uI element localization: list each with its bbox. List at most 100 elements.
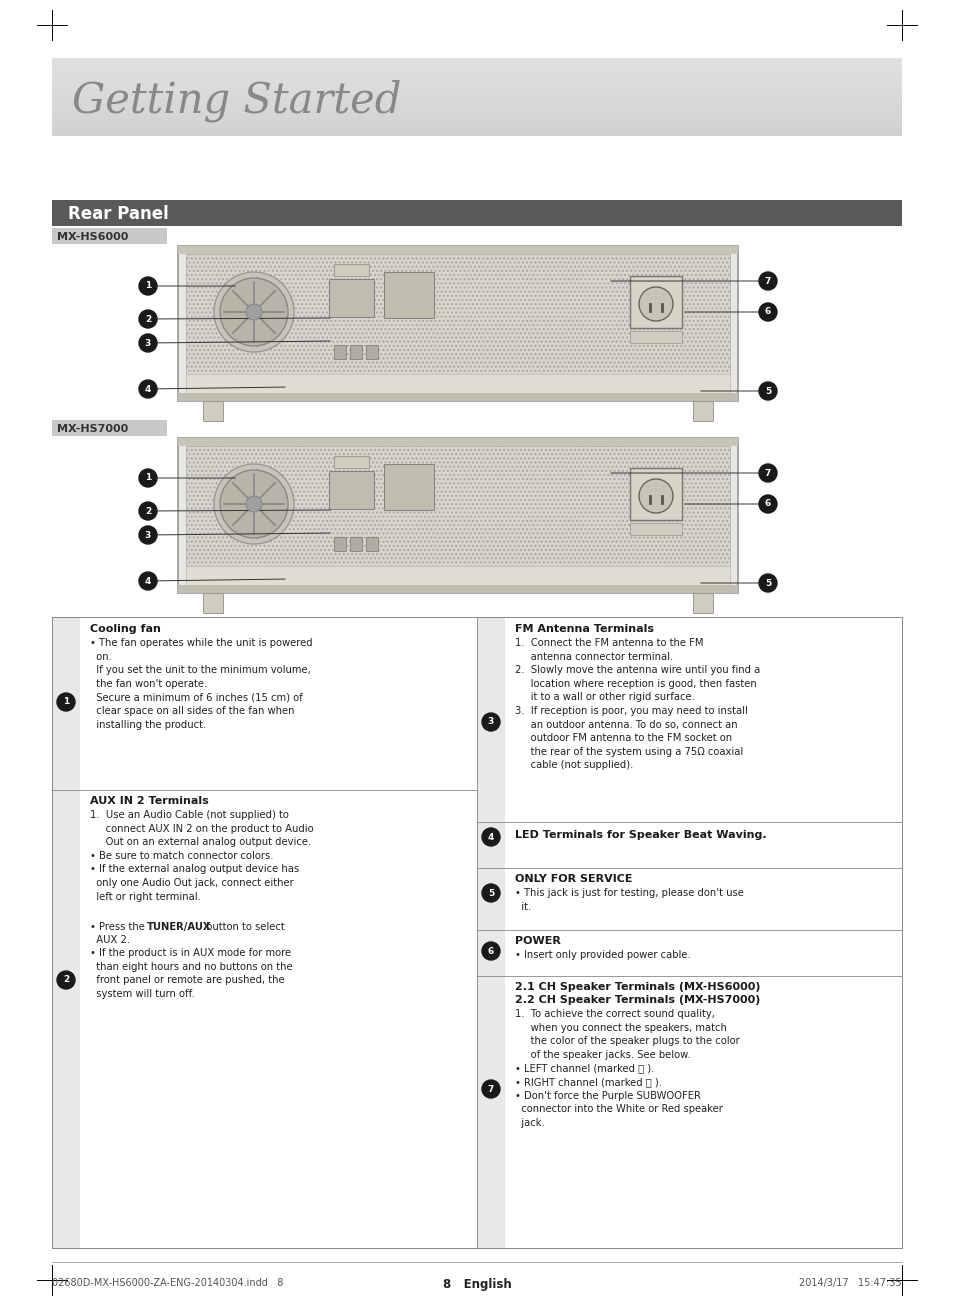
- Bar: [334, 455, 369, 468]
- Text: 2014/3/17   15:47:35: 2014/3/17 15:47:35: [799, 1278, 901, 1288]
- Bar: [52, 420, 167, 436]
- Bar: [629, 523, 681, 535]
- Bar: [476, 617, 504, 1248]
- Text: 2.2 CH Speaker Terminals (MX-HS7000): 2.2 CH Speaker Terminals (MX-HS7000): [515, 994, 760, 1005]
- Bar: [350, 536, 361, 551]
- Text: • Press the: • Press the: [90, 923, 148, 932]
- Circle shape: [246, 304, 262, 320]
- Text: 6: 6: [487, 946, 494, 955]
- Text: Cooling fan: Cooling fan: [90, 624, 161, 634]
- Circle shape: [759, 495, 776, 513]
- Circle shape: [57, 693, 75, 711]
- Circle shape: [481, 713, 499, 731]
- Circle shape: [759, 271, 776, 290]
- Text: 6: 6: [764, 500, 770, 509]
- Bar: [178, 247, 738, 254]
- Circle shape: [759, 574, 776, 592]
- Circle shape: [139, 334, 157, 352]
- Bar: [203, 592, 223, 613]
- Text: 2: 2: [145, 315, 151, 324]
- Text: 3: 3: [145, 338, 151, 347]
- Circle shape: [639, 287, 672, 321]
- Text: AUX IN 2 Terminals: AUX IN 2 Terminals: [90, 796, 209, 806]
- Bar: [329, 279, 374, 317]
- Bar: [203, 401, 223, 422]
- Bar: [692, 401, 712, 422]
- Text: 5: 5: [764, 386, 770, 395]
- Text: POWER: POWER: [515, 936, 560, 946]
- Text: 8   English: 8 English: [442, 1278, 511, 1291]
- Bar: [52, 617, 80, 790]
- Bar: [334, 264, 369, 275]
- Text: 7: 7: [764, 277, 770, 286]
- Circle shape: [759, 465, 776, 482]
- Circle shape: [213, 465, 294, 544]
- Circle shape: [213, 271, 294, 352]
- Bar: [186, 566, 729, 591]
- Bar: [629, 331, 681, 343]
- Text: 4: 4: [487, 833, 494, 842]
- Bar: [350, 345, 361, 359]
- Bar: [334, 536, 346, 551]
- Circle shape: [139, 277, 157, 295]
- Circle shape: [139, 380, 157, 398]
- Text: Getting Started: Getting Started: [71, 80, 401, 123]
- Bar: [52, 228, 167, 244]
- Circle shape: [759, 303, 776, 321]
- Text: 1.  Use an Audio Cable (not supplied) to
     connect AUX IN 2 on the product to: 1. Use an Audio Cable (not supplied) to …: [90, 810, 314, 902]
- Text: 7: 7: [764, 468, 770, 478]
- Bar: [384, 465, 434, 510]
- Text: 2.1 CH Speaker Terminals (MX-HS6000): 2.1 CH Speaker Terminals (MX-HS6000): [515, 981, 760, 992]
- Text: 1: 1: [63, 697, 69, 706]
- Text: 4: 4: [145, 385, 151, 394]
- Bar: [186, 446, 729, 566]
- Text: • If the product is in AUX mode for more
  than eight hours and no buttons on th: • If the product is in AUX mode for more…: [90, 947, 293, 998]
- Text: 1.  Connect the FM antenna to the FM
     antenna connector terminal.
2.  Slowly: 1. Connect the FM antenna to the FM ante…: [515, 638, 760, 770]
- Circle shape: [481, 883, 499, 902]
- Bar: [186, 254, 729, 375]
- Text: 3: 3: [145, 531, 151, 539]
- Text: 5: 5: [487, 889, 494, 898]
- Circle shape: [139, 311, 157, 328]
- Text: 02680D-MX-HS6000-ZA-ENG-20140304.indd   8: 02680D-MX-HS6000-ZA-ENG-20140304.indd 8: [52, 1278, 283, 1288]
- Circle shape: [481, 942, 499, 960]
- Circle shape: [639, 479, 672, 513]
- Circle shape: [759, 382, 776, 401]
- Circle shape: [139, 572, 157, 590]
- Bar: [329, 471, 374, 509]
- Text: FM Antenna Terminals: FM Antenna Terminals: [515, 624, 654, 634]
- Bar: [52, 200, 901, 226]
- Text: AUX 2.: AUX 2.: [90, 934, 130, 945]
- Circle shape: [481, 1081, 499, 1098]
- Circle shape: [481, 827, 499, 846]
- Text: 6: 6: [764, 308, 770, 317]
- Bar: [692, 592, 712, 613]
- Text: 5: 5: [764, 578, 770, 587]
- Text: MX-HS6000: MX-HS6000: [57, 232, 129, 241]
- Text: 7: 7: [487, 1084, 494, 1094]
- Text: MX-HS7000: MX-HS7000: [57, 424, 128, 435]
- Bar: [186, 375, 729, 399]
- Circle shape: [220, 470, 288, 538]
- Text: • Insert only provided power cable.: • Insert only provided power cable.: [515, 950, 690, 960]
- Bar: [52, 790, 80, 1248]
- Text: TUNER/AUX: TUNER/AUX: [147, 923, 212, 932]
- Bar: [178, 438, 738, 592]
- Text: • This jack is just for testing, please don't use
  it.: • This jack is just for testing, please …: [515, 887, 743, 912]
- Text: 1: 1: [145, 474, 151, 483]
- Text: LED Terminals for Speaker Beat Waving.: LED Terminals for Speaker Beat Waving.: [515, 830, 766, 840]
- Bar: [366, 345, 377, 359]
- Bar: [629, 275, 681, 328]
- Circle shape: [57, 971, 75, 989]
- Text: • The fan operates while the unit is powered
  on.
  If you set the unit to the : • The fan operates while the unit is pow…: [90, 638, 313, 729]
- Bar: [178, 438, 738, 446]
- Text: 1.  To achieve the correct sound quality,
     when you connect the speakers, ma: 1. To achieve the correct sound quality,…: [515, 1009, 739, 1128]
- Bar: [178, 585, 738, 592]
- Text: 2: 2: [145, 506, 151, 515]
- Circle shape: [139, 526, 157, 544]
- Circle shape: [139, 468, 157, 487]
- Text: button to select: button to select: [203, 923, 284, 932]
- Text: Rear Panel: Rear Panel: [68, 205, 169, 223]
- Circle shape: [220, 278, 288, 346]
- Text: 2: 2: [63, 976, 69, 984]
